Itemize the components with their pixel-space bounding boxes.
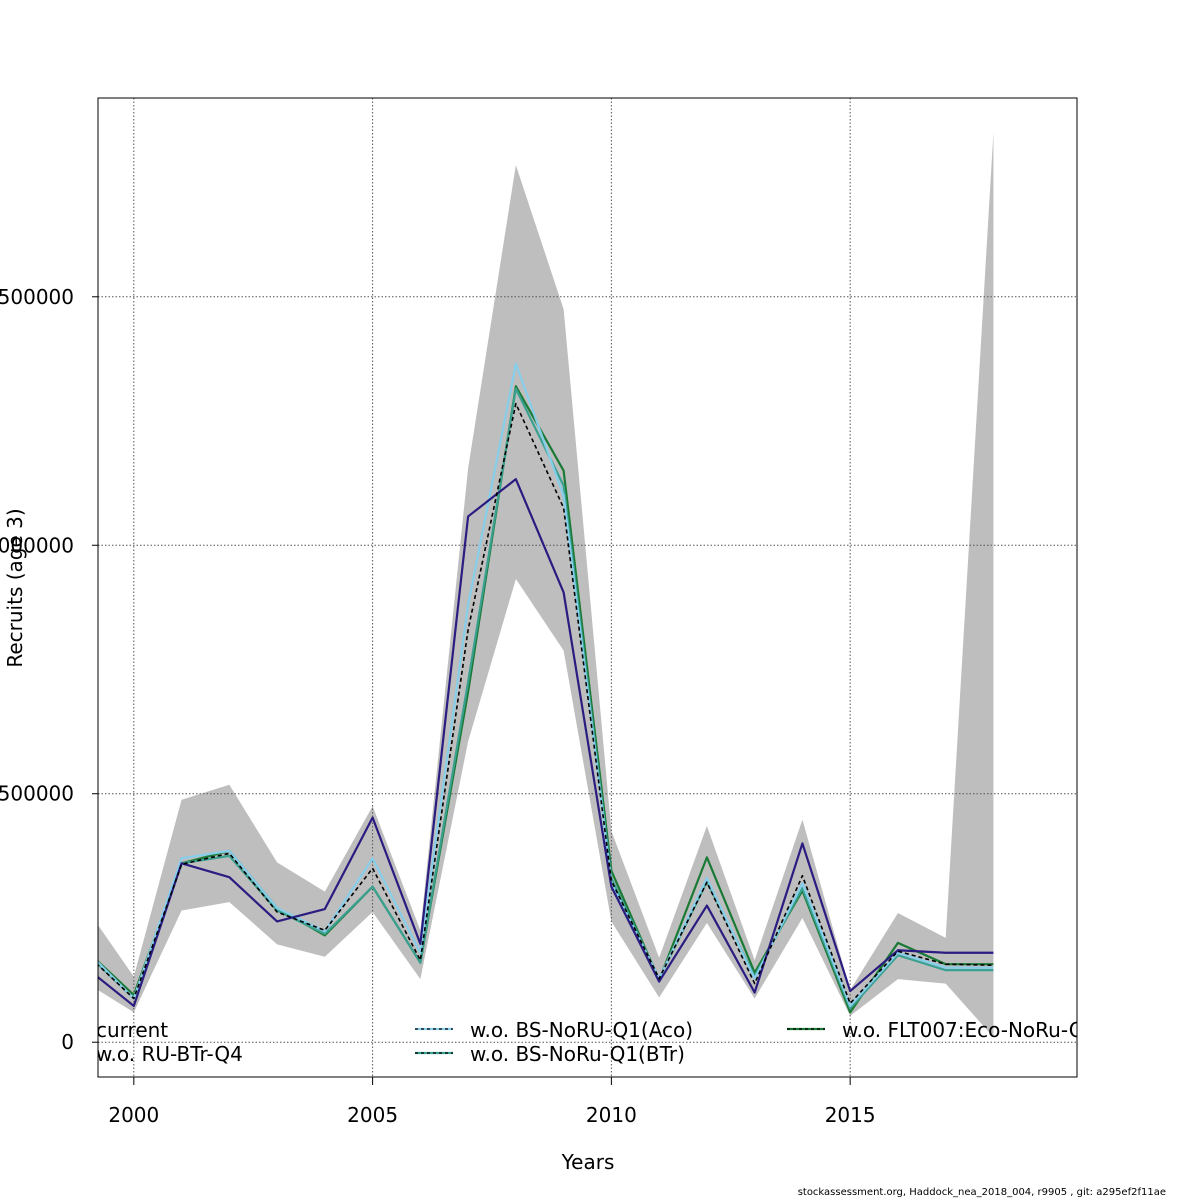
x-axis-ticks: 2000 2005 2010 2015	[108, 1077, 876, 1127]
legend-entry-label: w.o. BS-NoRU-Q1(Aco)	[470, 1018, 693, 1042]
y-axis-ticks: 0 500000 1000000 1500000	[0, 285, 98, 1054]
series-line-current	[98, 402, 994, 1005]
y-tick-label: 0	[61, 1030, 74, 1054]
grid-layer	[98, 98, 1077, 1077]
y-tick-label: 500000	[0, 782, 74, 806]
x-tick-label: 2015	[825, 1103, 876, 1127]
x-tick-label: 2010	[586, 1103, 637, 1127]
legend-entry-label: w.o. FLT007:Eco-NoRu-Q3	[842, 1018, 1097, 1042]
series-layer	[98, 362, 994, 1014]
confidence-band	[98, 132, 994, 1038]
y-tick-label: 1000000	[0, 533, 74, 557]
plot-frame	[97, 97, 1078, 1078]
x-tick-label: 2000	[108, 1103, 159, 1127]
series-line-w-o-ru-btr-q4	[98, 478, 994, 1008]
y-axis-title: Recruits (age 3)	[3, 508, 27, 667]
legend-entry-label: current	[96, 1018, 168, 1042]
x-tick-label: 2005	[347, 1103, 398, 1127]
confidence-band-layer	[98, 132, 994, 1038]
legend-entry-label: w.o. RU-BTr-Q4	[96, 1042, 243, 1066]
x-axis-title: Years	[561, 1150, 615, 1174]
series-line-w-o-bs-noru-q1-aco	[98, 362, 994, 1008]
y-tick-label: 1500000	[0, 285, 74, 309]
legend-entry-label: w.o. BS-NoRu-Q1(BTr)	[470, 1042, 685, 1066]
footer-credit: stockassessment.org, Haddock_nea_2018_00…	[797, 1187, 1166, 1198]
